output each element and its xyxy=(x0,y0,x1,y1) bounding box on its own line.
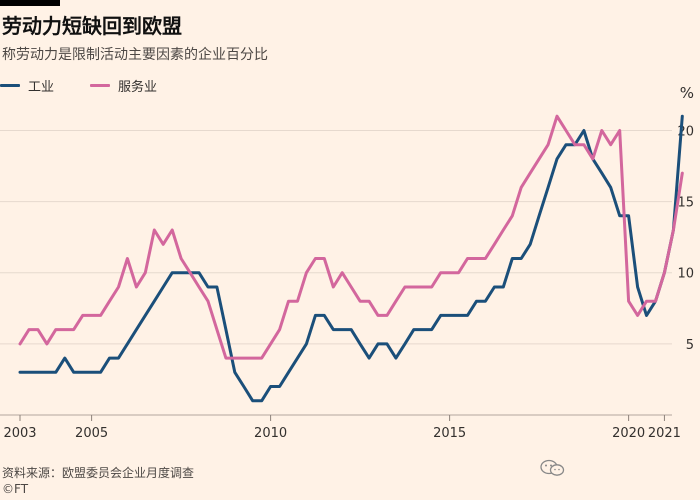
series-line-services xyxy=(18,114,684,360)
series-line-industry xyxy=(18,114,684,403)
wechat-icon xyxy=(540,459,565,476)
x-tick-label: 2005 xyxy=(75,426,108,441)
brand-bar xyxy=(0,0,60,6)
legend-swatch-services xyxy=(90,84,111,87)
y-tick-label: 5 xyxy=(686,338,694,353)
legend-label-services: 服务业 xyxy=(118,80,158,95)
y-tick-label: 15 xyxy=(677,196,694,211)
legend-label-industry: 工业 xyxy=(28,80,55,95)
chart-title: 劳动力短缺回到欧盟 xyxy=(2,14,182,38)
x-tick-label: 2015 xyxy=(433,426,466,441)
ft-credit: ©FT xyxy=(2,482,29,496)
x-tick-label: 2010 xyxy=(254,426,287,441)
legend-item-services: 服务业 xyxy=(90,76,157,95)
legend-item-industry: 工业 xyxy=(0,76,54,95)
x-tick-label: 2020 xyxy=(612,426,645,441)
source-note: 资料来源：欧盟委员会企业月度调查 xyxy=(2,466,195,480)
x-tick-label: 2003 xyxy=(3,426,36,441)
legend: 工业 服务业 xyxy=(0,76,157,95)
y-unit-label: % xyxy=(680,84,694,102)
legend-swatch-industry xyxy=(0,84,20,87)
x-tick-label: 2021 xyxy=(648,426,681,441)
chart-subtitle: 称劳动力是限制活动主要因素的企业百分比 xyxy=(2,47,268,63)
y-tick-label: 10 xyxy=(677,267,694,282)
